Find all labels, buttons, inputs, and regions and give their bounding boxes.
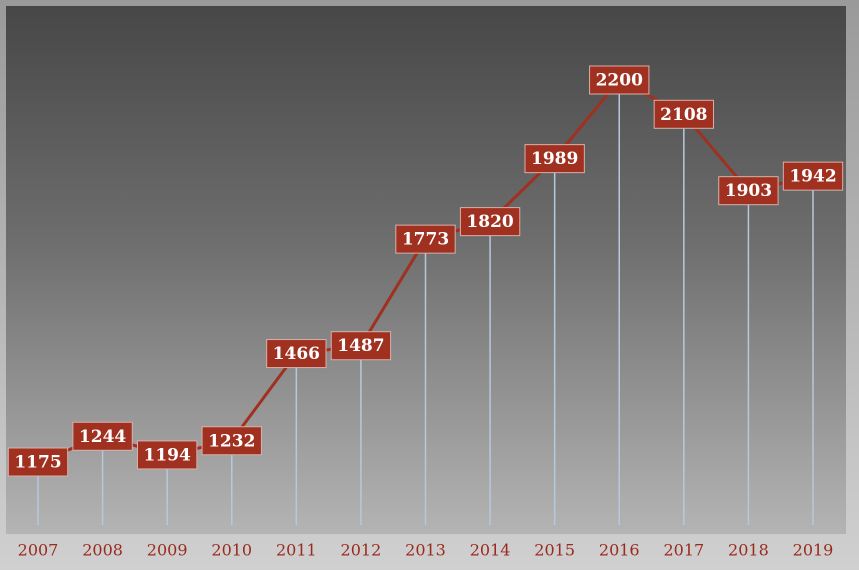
x-tick-label: 2013 [405, 541, 446, 560]
x-tick-label: 2012 [341, 541, 382, 560]
value-label: 2108 [654, 100, 713, 128]
x-tick-label: 2016 [599, 541, 640, 560]
page: {"chart_data": {"type": "line", "categor… [0, 0, 859, 570]
x-tick-label: 2009 [147, 541, 188, 560]
x-tick-label: 2018 [728, 541, 769, 560]
value-label-text: 1244 [79, 427, 126, 447]
chart: 1175 1244 1194 1232 1466 1487 1773 1820 1989 2200… [0, 0, 859, 570]
value-label: 1175 [8, 448, 67, 476]
value-label: 2200 [590, 66, 649, 94]
x-tick-label: 2014 [470, 541, 511, 560]
x-tick-label: 2011 [276, 541, 317, 560]
value-label: 1194 [138, 441, 197, 469]
x-tick-label: 2008 [82, 541, 123, 560]
value-label: 1820 [460, 208, 519, 236]
x-tick-label: 2017 [663, 541, 704, 560]
x-tick-label: 2010 [211, 541, 252, 560]
value-label: 1487 [331, 332, 390, 360]
value-label: 1773 [396, 225, 455, 253]
value-label-text: 2200 [596, 71, 643, 91]
x-tick-label: 2015 [534, 541, 575, 560]
value-label-text: 1942 [789, 167, 836, 187]
value-label-text: 1773 [402, 230, 449, 250]
value-label-text: 1194 [144, 445, 191, 465]
value-label: 1903 [719, 177, 778, 205]
value-label: 1466 [267, 340, 326, 368]
value-label-text: 1903 [725, 181, 772, 201]
value-label: 1942 [783, 162, 842, 190]
value-label-text: 1820 [466, 212, 513, 232]
x-tick-label: 2019 [793, 541, 834, 560]
value-label-text: 1989 [531, 149, 578, 169]
x-tick-label: 2007 [18, 541, 59, 560]
value-label-text: 1466 [273, 344, 320, 364]
value-label-text: 1232 [208, 431, 255, 451]
value-label: 1244 [73, 422, 132, 450]
value-label: 1989 [525, 145, 584, 173]
value-label-text: 1175 [14, 453, 61, 473]
value-label-text: 1487 [337, 336, 384, 356]
value-label: 1232 [202, 427, 261, 455]
value-label-text: 2108 [660, 105, 707, 125]
